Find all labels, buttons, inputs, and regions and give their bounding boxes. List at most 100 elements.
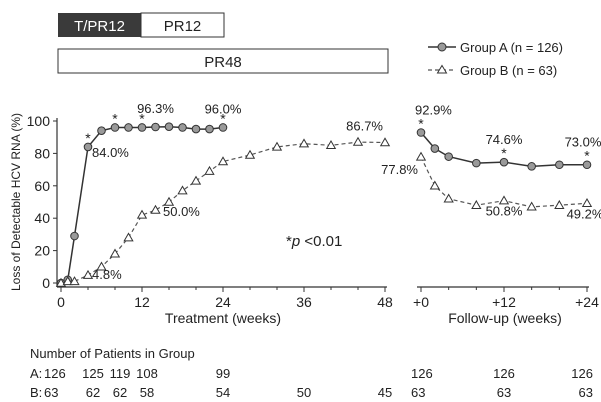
followup-x-tick-label: +0 [413,294,429,310]
series-line-b-treatment [60,141,386,284]
data-label: 86.7% [346,119,383,134]
p-value-star: * [286,233,292,250]
treatment-x-tick-label: 48 [377,294,393,310]
data-point-b [62,276,73,286]
data-point-b [244,149,256,159]
patients-count: 50 [297,385,311,400]
data-point-b [443,193,454,203]
data-point-a [137,123,147,132]
data-label: 50.0% [163,204,200,219]
patients-count: 63 [497,385,511,400]
p-value-p: p [291,233,300,250]
treatment-x-tick-label: 36 [296,294,312,310]
data-point-b [325,139,337,149]
legend-label-b: Group B (n = 63) [460,63,557,78]
data-point-b [96,261,107,271]
data-point-b [217,156,229,166]
patients-count: 108 [136,366,158,381]
p-value-threshold: <0.01 [300,233,342,250]
data-point-a [472,158,481,168]
data-point-a [499,157,509,167]
p-value-annotation: *p <0.01 [286,233,342,250]
data-point-a [70,231,79,241]
data-point-b [554,199,565,209]
patients-title: Number of Patients in Group [30,346,195,361]
data-point-a [83,142,93,152]
pr48-bar [57,48,389,74]
data-label: 92.9% [415,103,452,118]
data-label: 74.6% [486,132,523,147]
data-point-b [271,141,283,151]
y-tick-label: 40 [34,210,50,226]
tpr12-label: T/PR12 [74,18,125,35]
patients-count: 126 [571,366,593,381]
legend: Group A (n = 126) Group B (n = 63) [428,40,563,78]
significance-marker: * [85,130,91,146]
data-point-a [218,123,228,132]
y-tick-label: 100 [27,113,51,129]
patients-count: 125 [82,366,104,381]
patients-count: 126 [44,366,66,381]
patients-count: 62 [113,385,127,400]
data-point-b [136,209,148,219]
y-tick-label: 20 [34,243,50,259]
data-point-b [298,138,310,148]
data-point-b [204,165,215,175]
patients-count: 63 [44,385,58,400]
data-label: 50.8% [486,204,523,219]
data-point-a [430,144,440,153]
patients-count: 62 [86,385,100,400]
data-point-b [471,199,482,209]
pr12-bar [140,12,225,38]
data-point-a [151,122,160,132]
patients-count: 54 [216,385,230,400]
data-point-b [379,137,391,147]
legend-label-a: Group A (n = 126) [460,40,563,55]
treatment-x-tick-label: 12 [134,294,150,310]
patients-row-label: B: [30,385,42,400]
data-point-b [190,175,202,185]
data-point-a [178,123,187,132]
data-point-b [123,232,134,242]
data-point-a [205,124,214,134]
data-point-b [429,180,440,190]
patients-count: 63 [579,385,593,400]
data-label: 73.0% [565,135,601,150]
data-point-b [150,204,161,214]
patients-count: 99 [216,366,230,381]
data-point-a [582,160,592,170]
data-point-a [110,123,120,132]
y-tick-label: 80 [34,145,50,161]
y-tick-label: 60 [34,178,50,194]
series-layer [55,122,593,288]
y-axis: 0 20 40 60 80 100 [27,113,58,291]
patients-count: 119 [110,366,131,381]
legend-marker-a [437,42,447,52]
data-point-b [498,195,510,205]
data-point-a [191,124,201,134]
data-point-b [177,185,188,195]
significance-marker: * [112,110,118,126]
data-labels: ** * * ** *84.0%96.3% 96.0%50.0%4.8%86.7%92.9… [85,101,601,282]
patients-count: 45 [378,385,392,400]
treatment-x-tick-label: 0 [57,294,65,310]
patients-row-label: A: [30,366,42,381]
legend-marker-b [436,64,448,74]
patients-count: 63 [411,385,425,400]
significance-marker: * [220,110,226,126]
patients-count: 58 [140,385,154,400]
treatment-x-tick-label: 24 [215,294,231,310]
pr12-label: PR12 [164,18,202,35]
data-point-b [415,151,427,161]
significance-marker: * [418,116,424,132]
data-point-b [526,201,537,211]
pr48-label: PR48 [204,54,242,71]
tpr12-bar [58,13,141,37]
significance-marker: * [584,148,590,164]
data-label: 49.2% [567,206,601,221]
data-label: 96.0% [205,101,242,116]
data-label: 77.8% [381,162,418,177]
data-label: 84.0% [92,145,129,160]
followup-x-tick-label: +12 [492,294,516,310]
